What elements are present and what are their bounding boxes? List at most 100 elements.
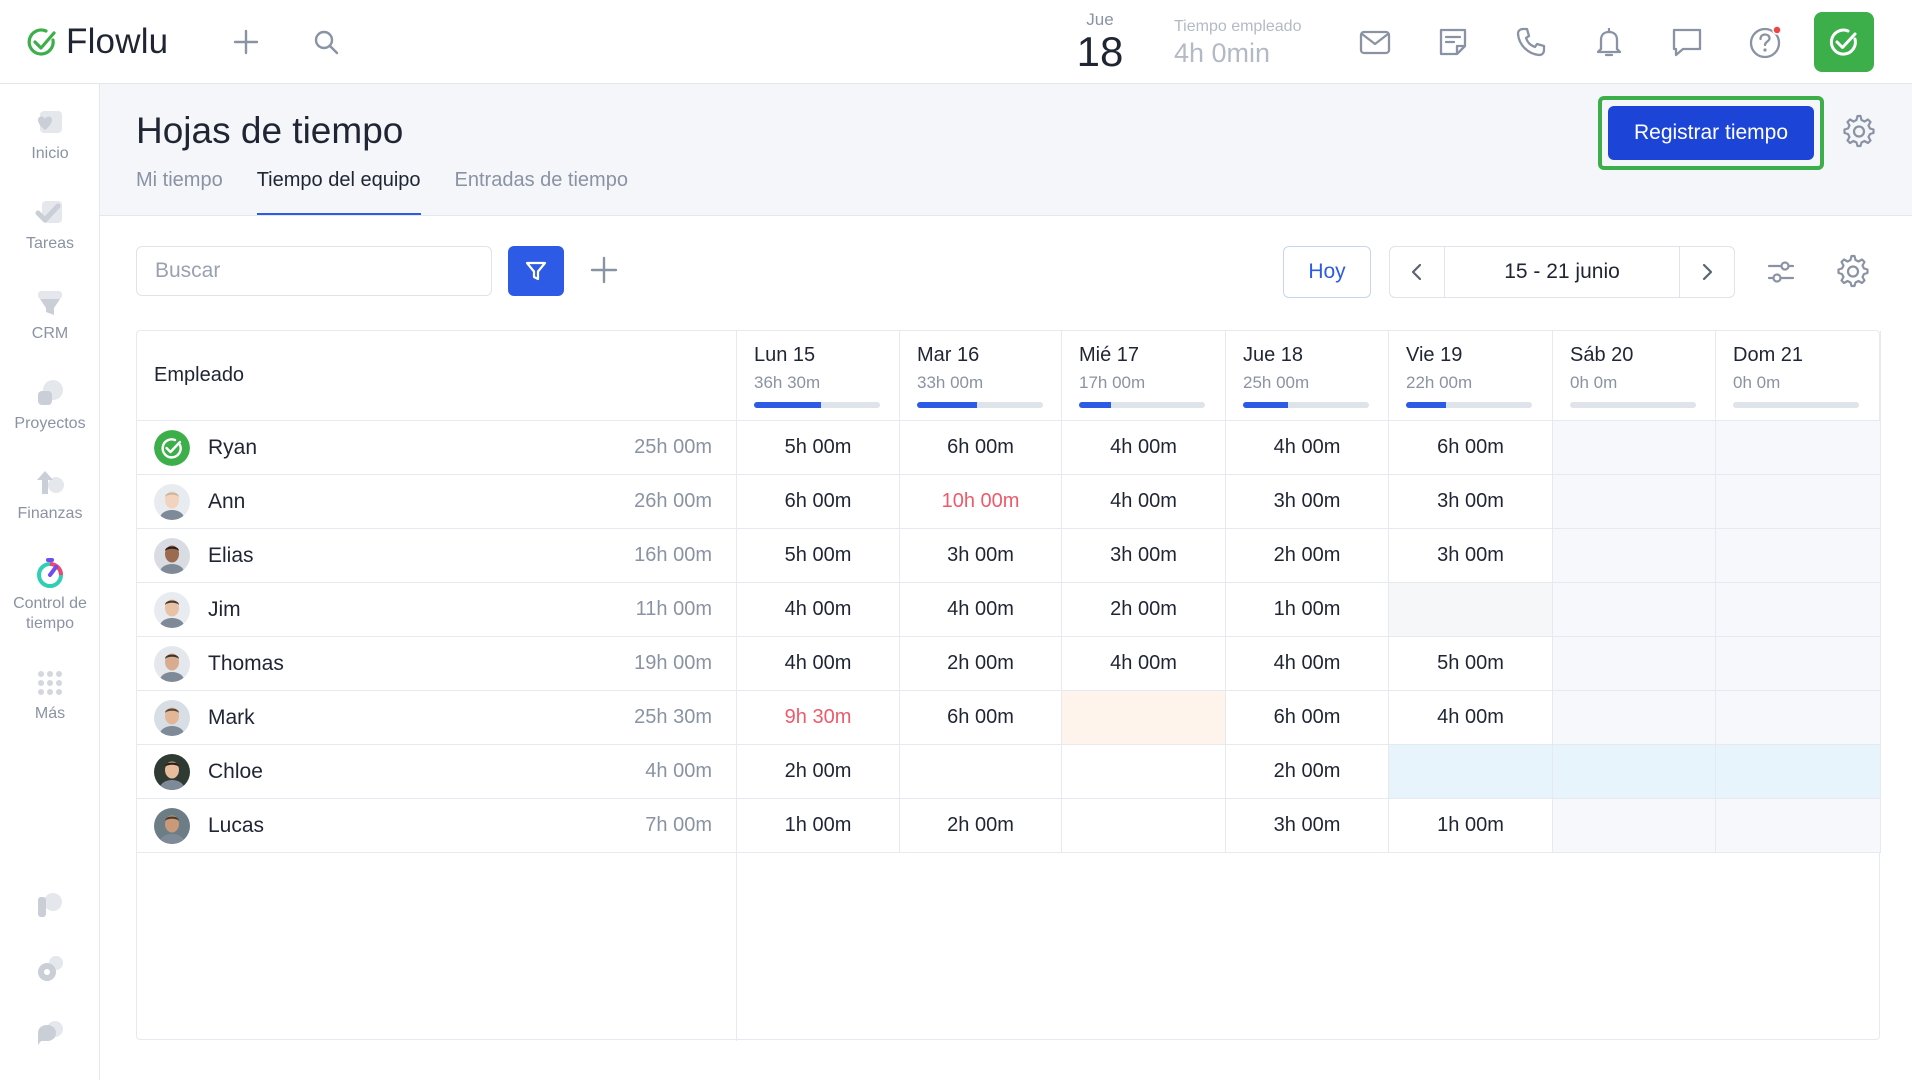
time-cell[interactable] (1062, 745, 1226, 799)
employee-row-elias[interactable]: Elias 16h 00m (137, 529, 737, 583)
time-cell[interactable]: 1h 00m (1226, 583, 1389, 637)
sidebar-item-more[interactable]: Más (0, 666, 100, 724)
sliders-icon[interactable] (1765, 256, 1797, 293)
time-cell[interactable] (1062, 691, 1226, 745)
tab-team-time[interactable]: Tiempo del equipo (256, 168, 421, 216)
time-cell[interactable] (1553, 745, 1716, 799)
sidebar-item-time-tracking[interactable]: Control de tiempo (0, 556, 100, 634)
note-icon[interactable] (1436, 25, 1470, 59)
time-cell[interactable]: 2h 00m (900, 799, 1062, 853)
time-cell[interactable]: 4h 00m (1062, 637, 1226, 691)
time-cell[interactable]: 5h 00m (737, 421, 900, 475)
time-cell[interactable]: 3h 00m (1062, 529, 1226, 583)
search-input[interactable] (136, 246, 492, 296)
time-cell[interactable]: 6h 00m (737, 475, 900, 529)
time-cell[interactable] (1553, 691, 1716, 745)
time-cell[interactable]: 3h 00m (1389, 529, 1553, 583)
time-cell[interactable]: 4h 00m (1062, 421, 1226, 475)
help-icon[interactable] (1748, 24, 1784, 60)
time-cell[interactable]: 2h 00m (1226, 745, 1389, 799)
timer-status-button[interactable] (1814, 12, 1874, 72)
employee-row-lucas[interactable]: Lucas 7h 00m (137, 799, 737, 853)
next-week-button[interactable] (1680, 247, 1734, 297)
time-cell[interactable]: 3h 00m (1226, 799, 1389, 853)
employee-name[interactable]: Jim (208, 597, 241, 621)
add-plus-icon[interactable] (588, 254, 620, 291)
filter-button[interactable] (508, 246, 564, 296)
time-cell[interactable] (1062, 799, 1226, 853)
time-cell[interactable]: 4h 00m (737, 583, 900, 637)
time-cell[interactable]: 4h 00m (900, 583, 1062, 637)
employee-name[interactable]: Chloe (208, 759, 263, 783)
time-cell[interactable] (1389, 583, 1553, 637)
time-cell[interactable] (1716, 583, 1881, 637)
apps-shortcut[interactable] (0, 888, 100, 926)
time-cell[interactable]: 6h 00m (900, 421, 1062, 475)
time-cell[interactable] (1553, 637, 1716, 691)
plus-icon[interactable] (232, 28, 260, 56)
sidebar-item-finance[interactable]: Finanzas (0, 466, 100, 524)
time-cell[interactable]: 2h 00m (1062, 583, 1226, 637)
time-cell[interactable] (900, 745, 1062, 799)
time-cell[interactable]: 4h 00m (1389, 691, 1553, 745)
time-cell[interactable]: 2h 00m (1226, 529, 1389, 583)
time-cell[interactable]: 4h 00m (1226, 421, 1389, 475)
support-shortcut[interactable] (0, 1016, 100, 1054)
settings-shortcut[interactable] (0, 952, 100, 990)
time-cell[interactable] (1716, 475, 1881, 529)
chat-icon[interactable] (1670, 25, 1704, 59)
employee-name[interactable]: Mark (208, 705, 255, 729)
employee-name[interactable]: Lucas (208, 813, 265, 837)
mail-icon[interactable] (1358, 26, 1392, 58)
search-icon[interactable] (312, 28, 340, 56)
phone-icon[interactable] (1514, 25, 1548, 59)
time-cell[interactable]: 3h 00m (1389, 475, 1553, 529)
bell-icon[interactable] (1593, 25, 1625, 59)
employee-name[interactable]: Elias (208, 543, 254, 567)
time-cell[interactable]: 4h 00m (1226, 637, 1389, 691)
time-cell[interactable]: 4h 00m (1062, 475, 1226, 529)
employee-row-thomas[interactable]: Thomas 19h 00m (137, 637, 737, 691)
time-cell[interactable] (1716, 799, 1881, 853)
page-settings-icon[interactable] (1842, 114, 1876, 153)
time-cell[interactable] (1389, 745, 1553, 799)
time-cell[interactable]: 6h 00m (1226, 691, 1389, 745)
employee-row-chloe[interactable]: Chloe 4h 00m (137, 745, 737, 799)
time-cell[interactable]: 1h 00m (1389, 799, 1553, 853)
time-cell[interactable] (1553, 799, 1716, 853)
employee-name[interactable]: Thomas (208, 651, 284, 675)
time-cell[interactable]: 6h 00m (1389, 421, 1553, 475)
employee-row-mark[interactable]: Mark 25h 30m (137, 691, 737, 745)
prev-week-button[interactable] (1390, 247, 1444, 297)
time-cell[interactable]: 5h 00m (737, 529, 900, 583)
sidebar-item-crm[interactable]: CRM (0, 286, 100, 344)
time-cell[interactable]: 3h 00m (900, 529, 1062, 583)
date-range-label[interactable]: 15 - 21 junio (1444, 247, 1680, 297)
time-cell[interactable] (1553, 529, 1716, 583)
register-time-button[interactable]: Registrar tiempo (1608, 106, 1814, 160)
table-settings-icon[interactable] (1836, 254, 1870, 293)
sidebar-item-home[interactable]: Inicio (0, 106, 100, 164)
employee-row-ann[interactable]: Ann 26h 00m (137, 475, 737, 529)
time-cell[interactable] (1716, 529, 1881, 583)
tab-my-time[interactable]: Mi tiempo (136, 169, 223, 191)
employee-row-jim[interactable]: Jim 11h 00m (137, 583, 737, 637)
time-cell[interactable] (1716, 637, 1881, 691)
time-cell[interactable] (1716, 745, 1881, 799)
employee-row-ryan[interactable]: Ryan 25h 00m (137, 421, 737, 475)
employee-name[interactable]: Ann (208, 489, 246, 513)
time-cell[interactable] (1553, 475, 1716, 529)
time-cell[interactable] (1716, 691, 1881, 745)
time-cell[interactable]: 6h 00m (900, 691, 1062, 745)
time-cell[interactable] (1716, 421, 1881, 475)
time-cell[interactable]: 2h 00m (900, 637, 1062, 691)
time-cell[interactable]: 4h 00m (737, 637, 900, 691)
today-button[interactable]: Hoy (1283, 246, 1371, 298)
time-cell[interactable]: 2h 00m (737, 745, 900, 799)
time-cell[interactable]: 3h 00m (1226, 475, 1389, 529)
time-cell[interactable]: 1h 00m (737, 799, 900, 853)
time-cell[interactable]: 10h 00m (900, 475, 1062, 529)
sidebar-item-projects[interactable]: Proyectos (0, 376, 100, 434)
time-cell[interactable] (1553, 421, 1716, 475)
sidebar-item-tasks[interactable]: Tareas (0, 196, 100, 254)
